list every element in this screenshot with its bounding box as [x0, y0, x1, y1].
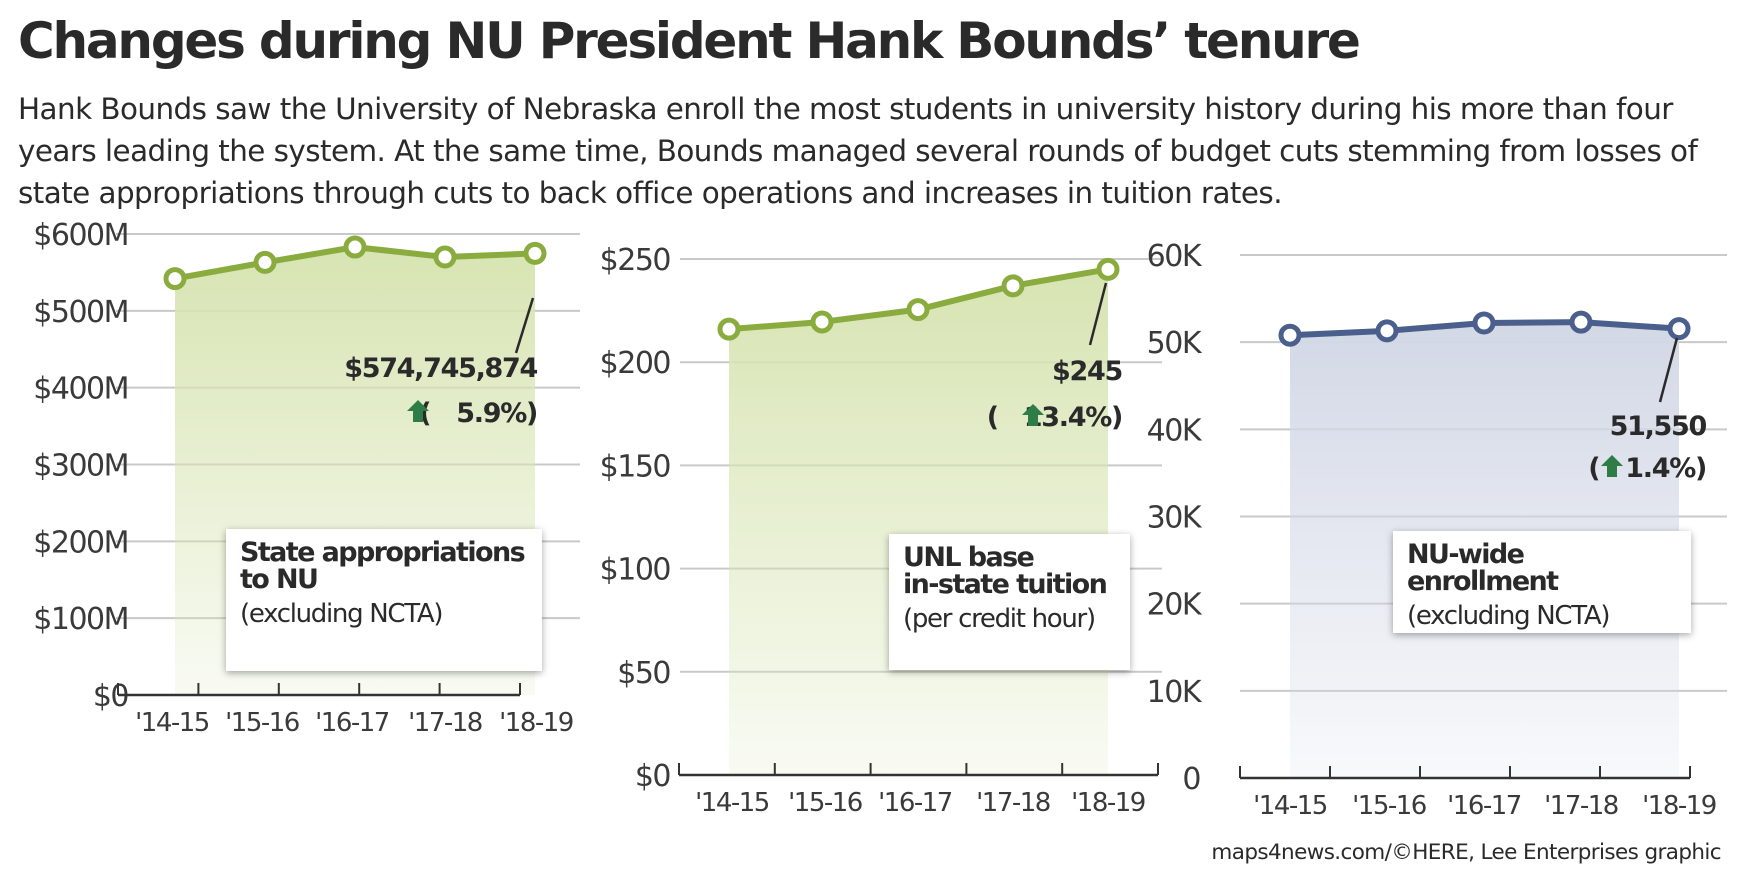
x-tick-label: '18-19 — [1071, 788, 1145, 818]
y-tick-label: $250 — [600, 243, 671, 278]
up-arrow-icon — [1601, 455, 1623, 477]
data-point — [253, 250, 277, 274]
label-note: (excluding NCTA) — [1407, 601, 1610, 631]
label-box-nu-enrollment: NU-wide enrollment (excluding NCTA) — [1393, 531, 1691, 633]
label-title: UNL base in-state tuition — [903, 542, 1108, 600]
annotation-value: 51,550 — [1610, 411, 1707, 442]
data-point — [717, 317, 741, 341]
annotation-value: $574,745,874 — [344, 353, 537, 384]
annotation-leader — [1088, 282, 1108, 346]
up-arrow-icon — [1022, 404, 1044, 426]
paren-open: ( — [987, 402, 998, 433]
credit-line: maps4news.com/©HERE, Lee Enterprises gra… — [1211, 840, 1721, 865]
annotation-change-value: 5.9%) — [456, 398, 537, 429]
annotation-change: (13.4%) — [987, 402, 1122, 433]
chart-subtitle: Hank Bounds saw the University of Nebras… — [18, 92, 1698, 210]
y-tick-label: $600M — [33, 218, 128, 253]
y-tick-label: $50 — [617, 656, 670, 691]
x-tick-label: '17-18 — [976, 788, 1050, 818]
x-tick-label: '15-16 — [225, 708, 299, 738]
y-tick-label: $100 — [600, 553, 671, 588]
x-tick-label: '15-16 — [1352, 791, 1426, 821]
data-point — [1375, 319, 1399, 343]
chart-title: Changes during NU President Hank Bounds’… — [18, 12, 1361, 70]
y-tick-label: $0 — [93, 679, 129, 714]
data-point — [433, 245, 457, 269]
y-tick-label: 40K — [1147, 413, 1203, 448]
y-tick-label: 30K — [1147, 501, 1203, 536]
y-tick-label: $500M — [33, 295, 128, 330]
x-tick-label: '16-17 — [315, 708, 389, 738]
y-tick-label: $150 — [600, 449, 671, 484]
x-tick-label: '14-15 — [695, 788, 769, 818]
annotation-change-value: 1.4%) — [1625, 453, 1706, 484]
label-note: (excluding NCTA) — [240, 599, 443, 629]
x-tick-label: '18-19 — [1642, 791, 1716, 821]
paren-open: ( — [1588, 453, 1599, 484]
x-tick-label: '18-19 — [499, 708, 573, 738]
y-tick-label: $100M — [33, 602, 128, 637]
y-tick-label: $200M — [33, 525, 128, 560]
y-tick-label: 60K — [1147, 239, 1203, 274]
data-point — [810, 310, 834, 334]
label-box-state-appropriations: State appropriations to NU (excluding NC… — [226, 529, 542, 671]
data-point — [906, 298, 930, 322]
x-tick-label: '14-15 — [1253, 791, 1327, 821]
annotation-change-value: 13.4%) — [1024, 402, 1122, 433]
data-point — [523, 241, 547, 265]
data-point — [163, 267, 187, 291]
y-tick-label: 10K — [1147, 675, 1203, 710]
data-point — [1278, 323, 1302, 347]
y-tick-label: $200 — [600, 346, 671, 381]
annotation-leader — [514, 297, 535, 354]
data-point — [1569, 310, 1593, 334]
y-tick-label: 20K — [1147, 588, 1203, 623]
x-tick-label: '17-18 — [408, 708, 482, 738]
annotation-value: $245 — [1052, 356, 1122, 387]
data-point — [1667, 317, 1691, 341]
label-title: NU-wide enrollment — [1407, 539, 1559, 597]
y-tick-label: $400M — [33, 372, 128, 407]
data-point — [1096, 257, 1120, 281]
data-point — [343, 235, 367, 259]
x-tick-label: '14-15 — [135, 708, 209, 738]
x-tick-label: '17-18 — [1544, 791, 1618, 821]
y-tick-label: $300M — [33, 449, 128, 484]
y-tick-label: 0 — [1182, 762, 1200, 797]
data-point — [1472, 311, 1496, 335]
x-tick-label: '15-16 — [788, 788, 862, 818]
y-tick-label: $0 — [635, 759, 671, 794]
data-point — [1001, 274, 1025, 298]
annotation-leader — [1658, 337, 1679, 403]
x-tick-label: '16-17 — [878, 788, 952, 818]
label-note: (per credit hour) — [903, 604, 1096, 634]
x-tick-label: '16-17 — [1447, 791, 1521, 821]
y-tick-label: 50K — [1147, 326, 1203, 361]
label-box-unl-tuition: UNL base in-state tuition (per credit ho… — [889, 534, 1130, 670]
annotation-change: (1.4%) — [1588, 453, 1706, 484]
up-arrow-icon — [407, 400, 429, 422]
label-title: State appropriations to NU — [240, 537, 526, 595]
